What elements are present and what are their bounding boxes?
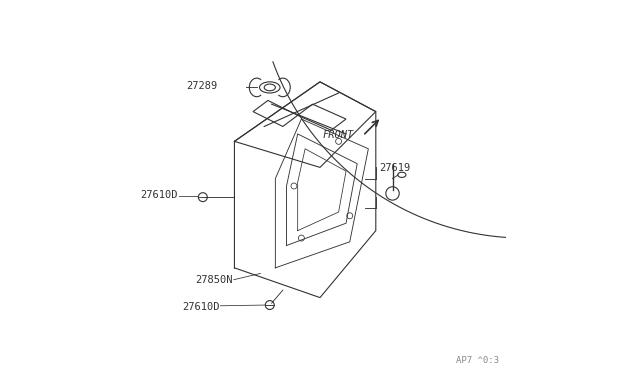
Text: FRONT: FRONT bbox=[322, 130, 353, 140]
Text: AP7 ^0:3: AP7 ^0:3 bbox=[456, 356, 499, 365]
Text: 27619: 27619 bbox=[380, 163, 411, 173]
Text: 27850N: 27850N bbox=[195, 275, 232, 285]
Text: 27610D: 27610D bbox=[182, 302, 220, 312]
Text: 27610D: 27610D bbox=[140, 190, 178, 200]
Text: 27289: 27289 bbox=[186, 81, 218, 90]
